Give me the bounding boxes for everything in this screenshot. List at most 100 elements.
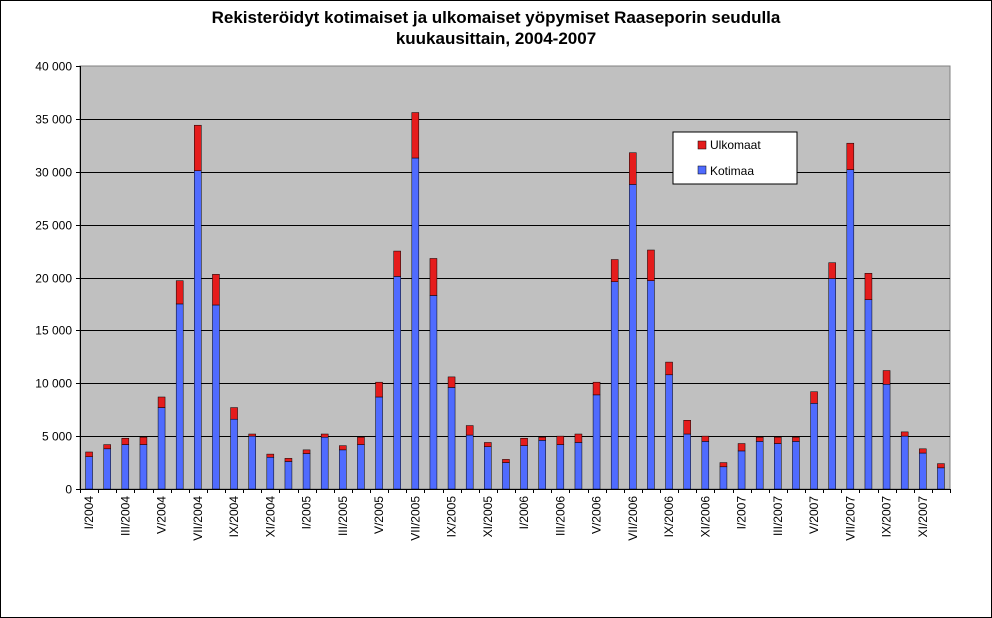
bar-ulkomaat bbox=[810, 391, 818, 404]
legend-swatch-ulkomaat bbox=[697, 140, 707, 150]
x-tick-label: IX/2004 bbox=[227, 496, 241, 538]
bar-kotimaa bbox=[339, 449, 347, 490]
bar-kotimaa bbox=[320, 436, 329, 490]
bar-kotimaa bbox=[647, 280, 655, 490]
bar-kotimaa bbox=[139, 444, 148, 490]
bar-ulkomaat bbox=[755, 436, 764, 442]
x-tick-label: XI/2005 bbox=[481, 496, 495, 538]
x-tick-label: I/2004 bbox=[82, 496, 96, 530]
bar-ulkomaat bbox=[157, 396, 166, 408]
x-tick-label: I/2006 bbox=[517, 496, 531, 530]
bar-kotimaa bbox=[357, 444, 365, 490]
bar-kotimaa bbox=[538, 440, 546, 490]
bar-kotimaa bbox=[810, 403, 818, 490]
bar-ulkomaat bbox=[520, 437, 528, 446]
x-tick-label: VII/2007 bbox=[843, 496, 857, 541]
bar-kotimaa bbox=[302, 453, 311, 490]
x-tick-label: V/2006 bbox=[590, 496, 604, 534]
axes bbox=[76, 66, 951, 493]
bar-ulkomaat bbox=[538, 436, 546, 441]
bar-ulkomaat bbox=[139, 436, 148, 445]
x-tick-label: XI/2004 bbox=[263, 496, 277, 538]
bar-kotimaa bbox=[248, 435, 256, 490]
legend: Ulkomaat Kotimaa bbox=[672, 131, 798, 185]
bar-ulkomaat bbox=[284, 458, 293, 462]
y-tick-label: 35 000 bbox=[35, 113, 72, 127]
y-tick-label: 25 000 bbox=[35, 219, 72, 233]
bar-ulkomaat bbox=[592, 381, 601, 396]
x-tick-label: XI/2007 bbox=[916, 496, 930, 538]
x-tick-label: I/2007 bbox=[735, 496, 749, 530]
x-tick-label: VII/2004 bbox=[191, 496, 205, 541]
x-tick-label: V/2005 bbox=[372, 496, 386, 534]
x-tick-label: XI/2006 bbox=[698, 496, 712, 538]
bar-kotimaa bbox=[393, 276, 401, 490]
bar-ulkomaat bbox=[665, 361, 673, 376]
bar-kotimaa bbox=[85, 456, 93, 490]
bar-kotimaa bbox=[175, 303, 184, 490]
bar-ulkomaat bbox=[212, 274, 220, 306]
bar-kotimaa bbox=[937, 467, 945, 490]
bar-ulkomaat bbox=[774, 436, 782, 444]
chart-title-line-2: kuukausittain, 2004-2007 bbox=[395, 29, 597, 48]
bar-ulkomaat bbox=[248, 433, 256, 437]
bar-kotimaa bbox=[755, 441, 764, 490]
chart-title: Rekisteröidyt kotimaiset ja ulkomaiset y… bbox=[1, 7, 991, 49]
bar-kotimaa bbox=[737, 450, 746, 490]
x-tick-label: I/2005 bbox=[300, 496, 314, 530]
x-tick-label: V/2004 bbox=[155, 496, 169, 534]
bar-ulkomaat bbox=[864, 273, 873, 300]
bar-ulkomaat bbox=[103, 444, 111, 450]
bar-ulkomaat bbox=[230, 407, 238, 420]
bar-ulkomaat bbox=[610, 259, 619, 282]
x-tick-labels: I/2004 III/2004 V/2004 VII/2004 IX/2004 XI/20… bbox=[82, 496, 930, 541]
x-tick-label: IX/2005 bbox=[445, 496, 459, 538]
bar-ulkomaat bbox=[429, 258, 438, 296]
bar-kotimaa bbox=[882, 384, 891, 490]
bar-kotimaa bbox=[520, 445, 528, 490]
bar-ulkomaat bbox=[737, 443, 746, 452]
bar-ulkomaat bbox=[484, 442, 492, 447]
bar-ulkomaat bbox=[85, 451, 93, 457]
bar-ulkomaat bbox=[919, 448, 927, 454]
bar-kotimaa bbox=[121, 444, 130, 490]
x-tick-label: IX/2007 bbox=[880, 496, 894, 538]
bar-kotimaa bbox=[774, 443, 782, 490]
bar-ulkomaat bbox=[375, 381, 383, 398]
bar-kotimaa bbox=[411, 157, 420, 490]
y-tick-label: 40 000 bbox=[35, 60, 72, 74]
bar-ulkomaat bbox=[502, 459, 510, 463]
bar-kotimaa bbox=[574, 442, 583, 490]
x-tick-label: VII/2005 bbox=[408, 496, 422, 541]
bar-ulkomaat bbox=[411, 112, 420, 159]
legend-label-ulkomaat: Ulkomaat bbox=[710, 138, 761, 152]
bar-kotimaa bbox=[230, 418, 238, 490]
y-tick-label: 5 000 bbox=[42, 430, 72, 444]
bar-kotimaa bbox=[465, 434, 474, 490]
x-tick-label: IX/2006 bbox=[662, 496, 676, 538]
chart-title-line-1: Rekisteröidyt kotimaiset ja ulkomaiset y… bbox=[211, 8, 781, 27]
bar-ulkomaat bbox=[302, 449, 311, 454]
bar-ulkomaat bbox=[683, 420, 691, 435]
bar-kotimaa bbox=[683, 433, 691, 490]
y-tick-label: 15 000 bbox=[35, 324, 72, 338]
y-tick-label: 10 000 bbox=[35, 377, 72, 391]
bar-kotimaa bbox=[665, 374, 673, 490]
y-tick-label: 20 000 bbox=[35, 272, 72, 286]
x-tick-label: III/2005 bbox=[336, 496, 350, 536]
bar-ulkomaat bbox=[194, 124, 202, 171]
x-tick-label: III/2007 bbox=[771, 496, 785, 536]
legend-swatch-kotimaa bbox=[697, 165, 707, 175]
bar-ulkomaat bbox=[121, 437, 130, 445]
bar-ulkomaat bbox=[701, 435, 710, 442]
bar-ulkomaat bbox=[339, 445, 347, 451]
bar-kotimaa bbox=[592, 394, 601, 490]
bar-ulkomaat bbox=[647, 249, 655, 281]
x-tick-label: VII/2006 bbox=[626, 496, 640, 541]
legend-label-kotimaa: Kotimaa bbox=[710, 164, 754, 178]
legend-box bbox=[672, 131, 798, 185]
bar-kotimaa bbox=[919, 452, 927, 490]
gridlines bbox=[80, 119, 950, 437]
bar-kotimaa bbox=[484, 446, 492, 490]
